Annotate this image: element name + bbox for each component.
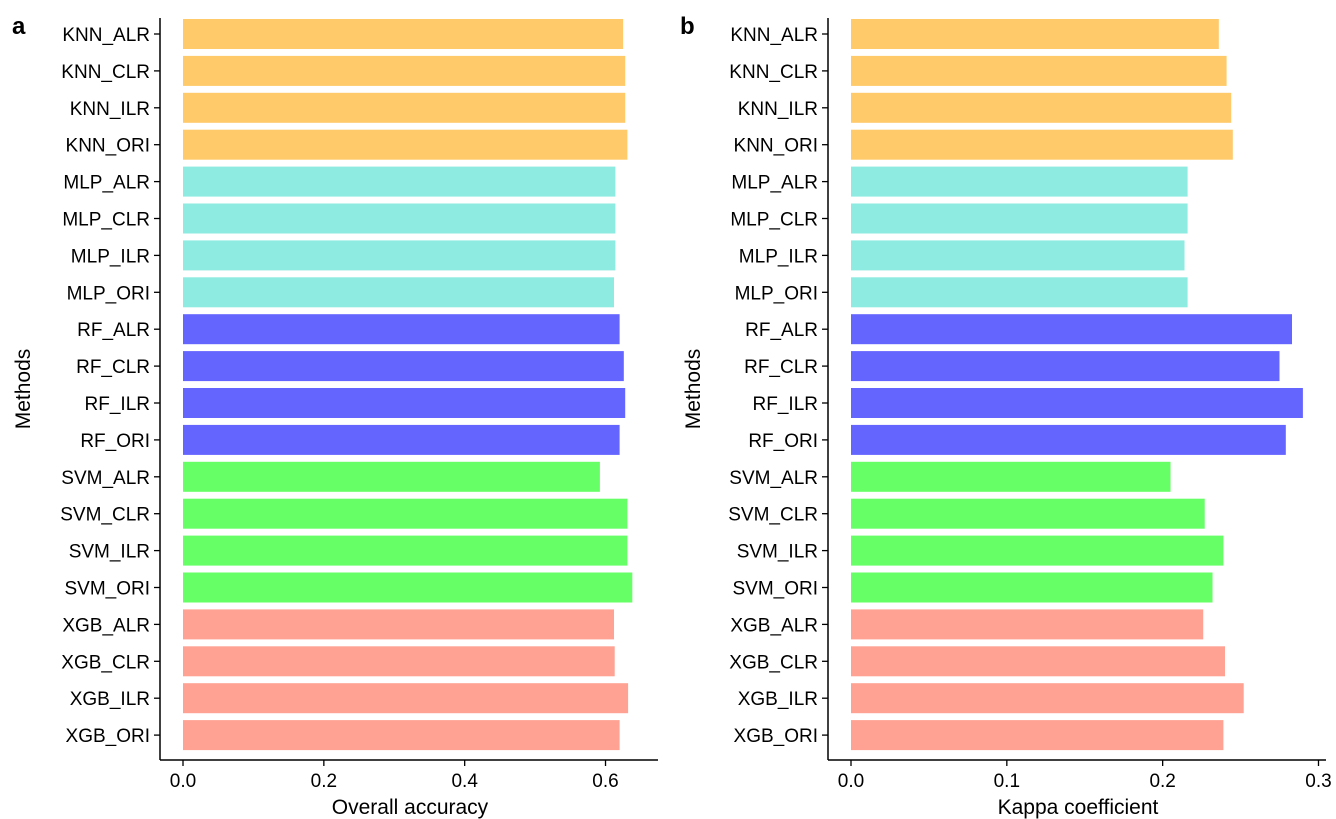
y-tick-label: KNN_ALR: [730, 25, 818, 46]
y-tick-label: XGB_ORI: [734, 726, 818, 747]
panel-b: KNN_ALR KNN_CLR KNN_ILR KNN_ORI MLP_ALR MLP_C…: [680, 13, 1332, 819]
bar-xgb-alr: [183, 609, 614, 640]
x-tick-label: 0.0: [838, 771, 864, 792]
bar-knn-ori: [851, 129, 1233, 160]
y-tick-label: MLP_ALR: [63, 173, 150, 194]
y-tick-label: SVM_ALR: [61, 468, 150, 489]
x-tick-label: 0.2: [311, 771, 337, 792]
bar-xgb-ilr: [851, 683, 1244, 714]
y-axis-title: Methods: [12, 349, 35, 430]
y-tick-label: SVM_ORI: [64, 579, 150, 600]
y-tick-label: KNN_ORI: [734, 136, 818, 157]
y-tick-label: XGB_CLR: [729, 652, 818, 673]
y-tick-label: MLP_ILR: [739, 246, 818, 267]
bar-xgb-clr: [851, 646, 1225, 677]
y-tick-label: KNN_ILR: [738, 99, 818, 120]
bar-knn-ori: [183, 129, 628, 160]
y-tick-label: MLP_ORI: [67, 283, 150, 304]
bar-svm-clr: [851, 498, 1205, 529]
bar-svm-ilr: [851, 535, 1224, 566]
y-tick-label: SVM_ALR: [729, 468, 818, 489]
bar-svm-ori: [183, 572, 633, 603]
y-tick-label: RF_ALR: [745, 320, 818, 341]
y-tick-label: RF_CLR: [76, 357, 150, 378]
bar-rf-ori: [183, 424, 620, 455]
bar-rf-ilr: [183, 388, 626, 418]
bar-mlp-clr: [851, 203, 1188, 234]
bar-mlp-ilr: [851, 240, 1185, 271]
y-tick-label: MLP_ILR: [71, 246, 150, 267]
bar-xgb-ori: [851, 720, 1224, 751]
y-tick-label: KNN_CLR: [729, 62, 818, 83]
y-tick-label: XGB_ALR: [730, 615, 818, 636]
bar-rf-alr: [183, 314, 620, 345]
bar-xgb-alr: [851, 609, 1204, 640]
y-tick-label: SVM_ORI: [732, 579, 818, 600]
y-tick-label: KNN_ORI: [66, 136, 150, 157]
y-tick-label: RF_ORI: [748, 431, 818, 452]
bar-rf-clr: [851, 351, 1280, 382]
bar-knn-clr: [851, 55, 1227, 86]
bar-mlp-alr: [851, 166, 1188, 197]
y-axis-title: Methods: [682, 349, 705, 430]
bar-svm-alr: [183, 461, 600, 492]
bar-mlp-ori: [851, 277, 1188, 308]
y-tick-label: RF_ALR: [77, 320, 150, 341]
y-tick-label: SVM_CLR: [60, 505, 150, 526]
y-tick-label: RF_ILR: [85, 394, 150, 415]
panel-label: a: [12, 13, 26, 40]
y-tick-label: MLP_ORI: [735, 283, 818, 304]
bar-knn-alr: [183, 19, 624, 49]
bar-knn-clr: [183, 55, 626, 86]
x-tick-label: 0.0: [170, 771, 196, 792]
y-tick-label: MLP_CLR: [62, 210, 150, 231]
bar-knn-ilr: [183, 92, 626, 123]
y-tick-label: SVM_ILR: [737, 542, 818, 563]
x-tick-label: 0.3: [1305, 771, 1331, 792]
y-tick-label: RF_ORI: [80, 431, 150, 452]
y-tick-label: RF_CLR: [744, 357, 818, 378]
bar-mlp-clr: [183, 203, 616, 234]
x-tick-label: 0.6: [592, 771, 618, 792]
bar-knn-ilr: [851, 92, 1232, 123]
bar-svm-ilr: [183, 535, 628, 566]
y-tick-label: XGB_ALR: [62, 615, 150, 636]
panel-label: b: [680, 13, 695, 40]
x-axis-title: Overall accuracy: [332, 796, 489, 819]
panel-a: KNN_ALR KNN_CLR KNN_ILR KNN_ORI MLP_ALR MLP_C…: [12, 13, 658, 819]
bar-svm-alr: [851, 461, 1171, 492]
y-tick-label: XGB_CLR: [61, 652, 150, 673]
bar-rf-clr: [183, 351, 624, 382]
y-tick-label: KNN_CLR: [61, 62, 150, 83]
y-tick-label: XGB_ORI: [66, 726, 150, 747]
bar-xgb-ilr: [183, 683, 629, 714]
bar-mlp-ori: [183, 277, 614, 308]
y-tick-label: KNN_ALR: [62, 25, 150, 46]
x-tick-label: 0.4: [451, 771, 478, 792]
bar-mlp-alr: [183, 166, 616, 197]
bar-xgb-clr: [183, 646, 615, 677]
y-tick-label: KNN_ILR: [70, 99, 150, 120]
y-tick-label: MLP_ALR: [731, 173, 818, 194]
x-tick-label: 0.1: [994, 771, 1020, 792]
bar-mlp-ilr: [183, 240, 616, 271]
bar-svm-ori: [851, 572, 1213, 603]
y-tick-label: XGB_ILR: [738, 689, 818, 710]
bar-knn-alr: [851, 19, 1219, 49]
y-tick-label: XGB_ILR: [70, 689, 150, 710]
bar-svm-clr: [183, 498, 628, 529]
x-tick-label: 0.2: [1149, 771, 1175, 792]
bar-rf-ori: [851, 424, 1286, 455]
bar-xgb-ori: [183, 720, 620, 751]
bar-rf-ilr: [851, 388, 1303, 418]
y-tick-label: RF_ILR: [753, 394, 818, 415]
x-axis-title: Kappa coefficient: [998, 796, 1159, 819]
bar-rf-alr: [851, 314, 1292, 345]
y-tick-label: SVM_ILR: [69, 542, 150, 563]
y-tick-label: MLP_CLR: [730, 210, 818, 231]
y-tick-label: SVM_CLR: [728, 505, 818, 526]
